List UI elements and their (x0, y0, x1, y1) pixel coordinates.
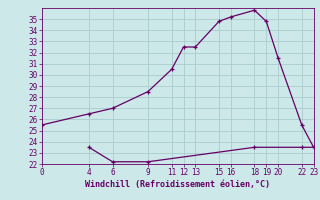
X-axis label: Windchill (Refroidissement éolien,°C): Windchill (Refroidissement éolien,°C) (85, 180, 270, 189)
